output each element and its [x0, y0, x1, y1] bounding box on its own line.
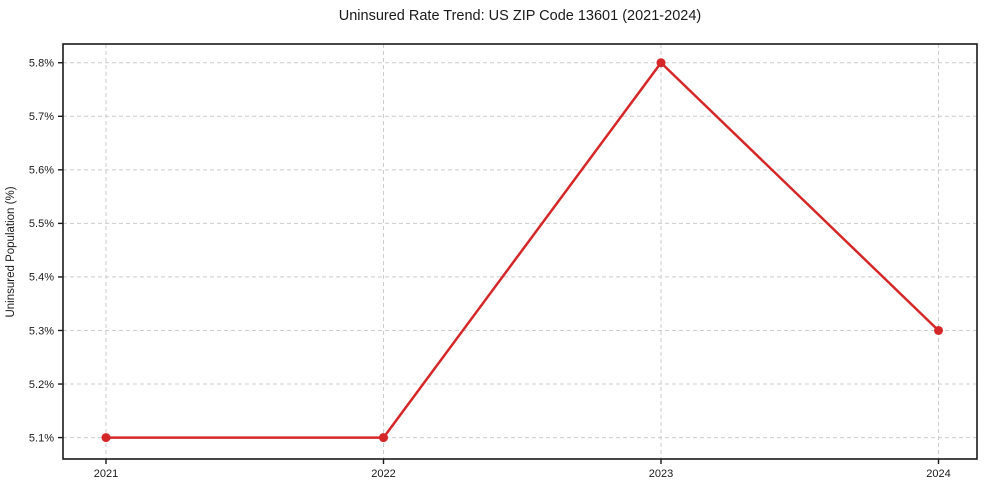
data-point-marker — [656, 58, 666, 68]
data-point-marker — [934, 325, 943, 335]
x-tick-label: 2023 — [649, 468, 673, 480]
x-tick-label: 2024 — [926, 468, 950, 480]
data-point-marker — [101, 433, 111, 443]
axes — [58, 43, 978, 464]
y-tick-label: 5.7% — [29, 111, 54, 123]
x-tick-label: 2021 — [94, 468, 118, 480]
y-tick-label: 5.1% — [29, 432, 54, 444]
y-tick-label: 5.2% — [29, 379, 54, 391]
tick-labels: 5.1% 5.2% 5.3% 5.4% 5.5% 5.6% 5.7% 5.8% 2021 2022… — [29, 58, 951, 480]
y-tick-label: 5.8% — [29, 58, 54, 70]
x-tick-label: 2022 — [371, 468, 395, 480]
y-tick-label: 5.5% — [29, 218, 54, 230]
y-tick-label: 5.4% — [29, 272, 54, 284]
trend-line-series — [101, 58, 943, 443]
data-point-marker — [379, 433, 388, 443]
y-axis-label: Uninsured Population (%) — [5, 186, 17, 317]
y-tick-label: 5.3% — [29, 325, 54, 337]
plot-border — [62, 43, 978, 460]
trend-line — [104, 61, 940, 439]
gridlines — [63, 44, 977, 459]
y-tick-label: 5.6% — [29, 165, 54, 177]
chart-title: Uninsured Rate Trend: US ZIP Code 13601 … — [339, 8, 701, 24]
